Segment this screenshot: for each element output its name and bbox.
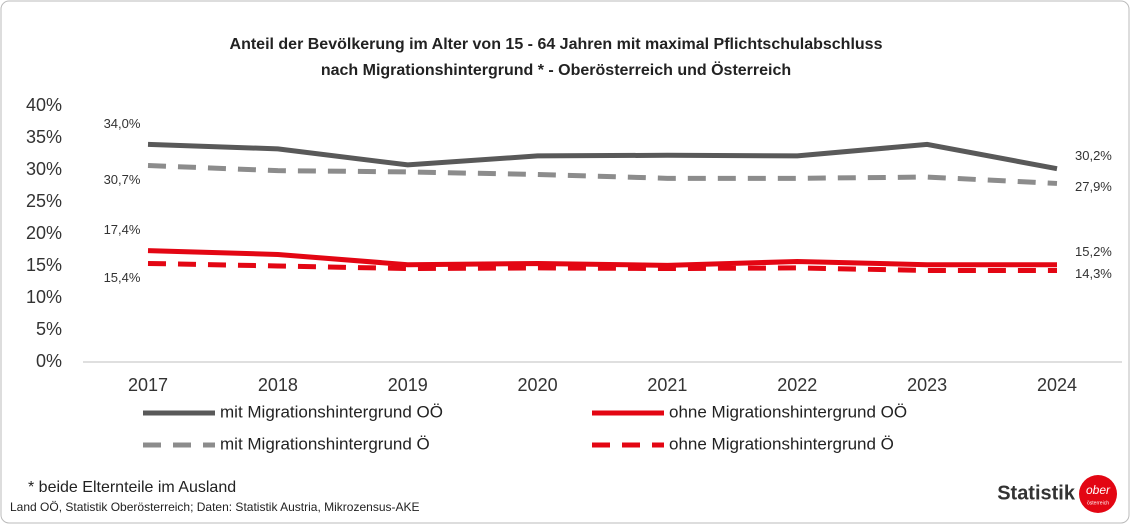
y-tick-label: 0% <box>36 351 62 371</box>
logo-badge-sub: österreich <box>1087 500 1109 506</box>
logo-text: Statistik <box>997 482 1076 504</box>
legend-label: mit Migrationshintergrund OÖ <box>220 402 443 421</box>
x-tick-label: 2022 <box>777 375 817 395</box>
data-label: 27,9% <box>1075 179 1112 194</box>
x-tick-label: 2021 <box>647 375 687 395</box>
logo-badge-text: ober <box>1086 483 1111 497</box>
x-tick-label: 2023 <box>907 375 947 395</box>
y-tick-label: 30% <box>26 159 62 179</box>
y-tick-label: 25% <box>26 191 62 211</box>
x-tick-label: 2024 <box>1037 375 1077 395</box>
legend-label: ohne Migrationshintergrund Ö <box>669 434 894 453</box>
y-tick-label: 10% <box>26 287 62 307</box>
y-tick-label: 15% <box>26 255 62 275</box>
y-tick-label: 20% <box>26 223 62 243</box>
series-line <box>147 260 1057 273</box>
series-line <box>147 248 1057 268</box>
data-label: 34,0% <box>104 116 141 131</box>
data-label: 17,4% <box>104 222 141 237</box>
y-tick-label: 40% <box>26 95 62 115</box>
chart-title: nach Migrationshintergrund * - Oberöster… <box>321 60 791 79</box>
source: Land OÖ, Statistik Oberösterreich; Daten… <box>10 500 420 514</box>
data-label: 14,3% <box>1075 266 1112 281</box>
x-tick-label: 2019 <box>388 375 428 395</box>
x-tick-label: 2020 <box>518 375 558 395</box>
data-label: 15,2% <box>1075 244 1112 259</box>
data-label: 30,2% <box>1075 148 1112 163</box>
chart-title: Anteil der Bevölkerung im Alter von 15 -… <box>230 36 883 53</box>
data-label: 15,4% <box>104 270 141 285</box>
series-line <box>147 163 1058 186</box>
data-label: 30,7% <box>104 172 141 187</box>
series-line <box>147 141 1058 172</box>
x-tick-label: 2018 <box>258 375 298 395</box>
y-tick-label: 35% <box>26 127 62 147</box>
legend-label: ohne Migrationshintergrund OÖ <box>669 402 907 421</box>
x-tick-label: 2017 <box>128 375 168 395</box>
y-tick-label: 5% <box>36 319 62 339</box>
footnote: * beide Elternteile im Ausland <box>28 479 236 496</box>
legend-label: mit Migrationshintergrund Ö <box>220 434 430 453</box>
logo-badge <box>1079 475 1117 513</box>
